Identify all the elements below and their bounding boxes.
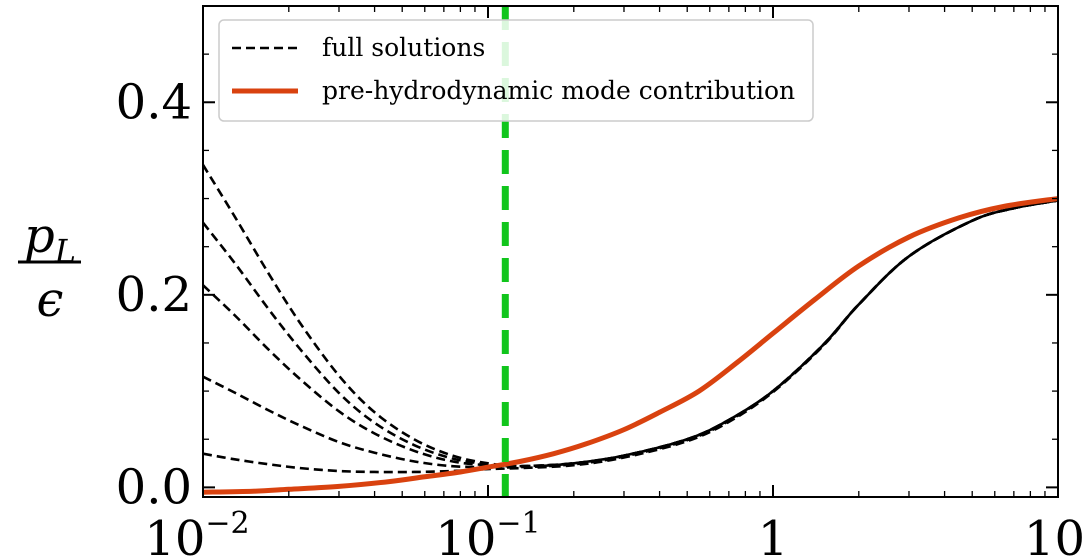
y-axis-tick-labels: 0.0 0.2 0.4 [116,74,192,515]
y-axis-label: pL ϵ [18,208,81,328]
x-tick-label: 10−1 [435,506,540,557]
legend-label: full solutions [322,33,485,62]
plot-area-frame [202,5,1059,498]
series-full-solution-line-1 [203,164,1058,468]
y-axis-label-denominator: ϵ [37,272,64,328]
x-tick-label: 1 [758,511,789,557]
series-full-solution-line-6 [538,199,1058,468]
x-axis-tick-labels: 10−2 10−1 1 10 [144,506,1085,557]
legend-box [218,19,814,122]
series-pre-hydrodynamic-line [203,196,1058,495]
y-axis-label-numerator: pL [24,208,76,270]
x-tick-label: 10 [1024,511,1085,557]
x-tick-label: 10−2 [144,506,249,557]
series-layer [203,164,1058,495]
legend-label: pre-hydrodynamic mode contribution [322,76,795,105]
axis-ticks [202,5,1059,497]
y-tick-label: 0.4 [116,74,192,130]
y-tick-label: 0.2 [116,267,192,323]
y-tick-label: 0.0 [116,459,192,515]
legend: full solutions pre-hydrodynamic mode cont… [218,19,814,122]
